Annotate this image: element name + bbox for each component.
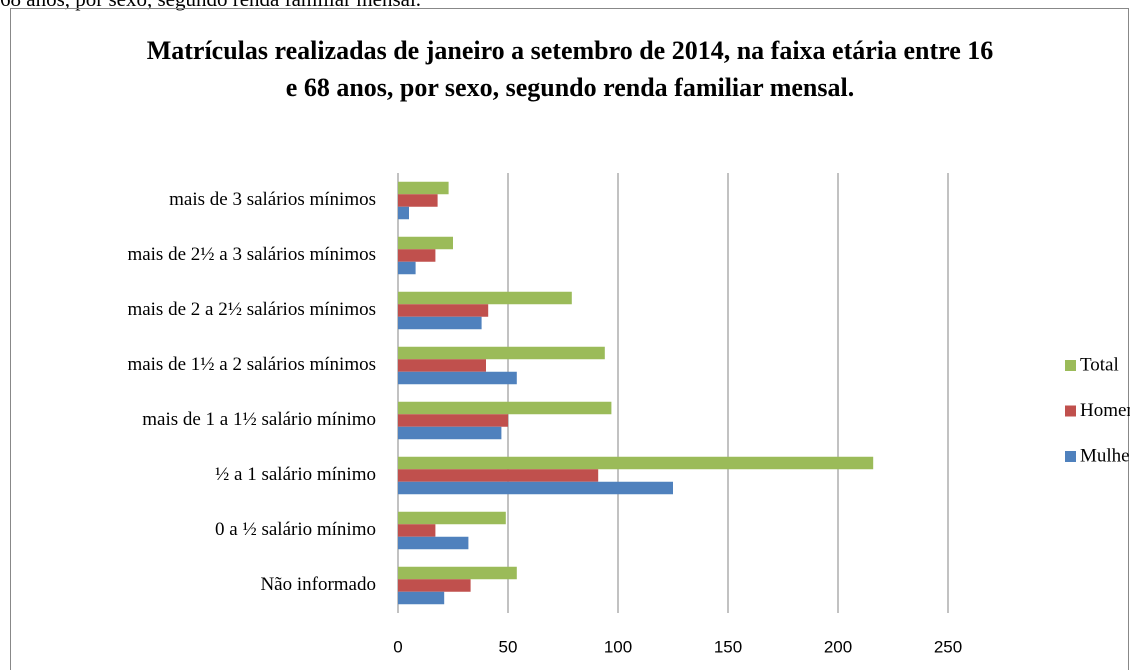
- y-tick-label: Não informado: [260, 574, 376, 595]
- legend-swatch: [1065, 451, 1076, 462]
- bar: [398, 206, 409, 220]
- bar: [398, 291, 572, 305]
- bar: [398, 511, 506, 525]
- bar: [398, 591, 445, 605]
- x-tick-label: 100: [604, 637, 632, 656]
- bar: [398, 469, 599, 482]
- x-tick-label: 0: [393, 637, 402, 656]
- bar: [398, 566, 517, 580]
- bar: [398, 401, 612, 415]
- bar: [398, 194, 438, 207]
- bar: [398, 359, 486, 372]
- bar: [398, 181, 449, 195]
- y-tick-label: mais de 3 salários mínimos: [169, 189, 376, 210]
- y-tick-label: mais de 1½ a 2 salários mínimos: [127, 354, 376, 375]
- x-tick-label: 50: [499, 637, 518, 656]
- y-tick-label: mais de 2 a 2½ salários mínimos: [127, 299, 376, 320]
- bar: [398, 536, 469, 550]
- y-tick-label: mais de 2½ a 3 salários mínimos: [127, 244, 376, 265]
- x-tick-label: 150: [714, 637, 742, 656]
- legend-label: Mulher: [1080, 445, 1130, 466]
- chart-frame: [10, 8, 1129, 670]
- y-tick-label: mais de 1 a 1½ salário mínimo: [142, 409, 376, 430]
- bar: [398, 249, 436, 262]
- bar: [398, 579, 471, 592]
- bar: [398, 371, 517, 385]
- caption: 68 anos, por sexo, segundo renda familia…: [0, 0, 421, 12]
- legend-swatch: [1065, 360, 1076, 371]
- x-tick-label: 200: [824, 637, 852, 656]
- bar: [398, 414, 508, 427]
- bar: [398, 261, 416, 275]
- bar: [398, 346, 605, 360]
- bar: [398, 426, 502, 440]
- bar: [398, 304, 489, 317]
- legend-label: Total: [1080, 354, 1119, 375]
- y-tick-label: ½ a 1 salário mínimo: [215, 464, 376, 485]
- bar: [398, 524, 436, 537]
- x-tick-label: 250: [934, 637, 962, 656]
- legend-swatch: [1065, 405, 1076, 417]
- bar: [398, 481, 673, 495]
- legend-label: Homem: [1080, 400, 1130, 421]
- bar: [398, 316, 482, 330]
- chart-title: Matrículas realizadas de janeiro a setem…: [146, 36, 994, 102]
- bar: [398, 456, 874, 470]
- y-tick-label: 0 a ½ salário mínimo: [215, 519, 376, 540]
- bar: [398, 236, 453, 250]
